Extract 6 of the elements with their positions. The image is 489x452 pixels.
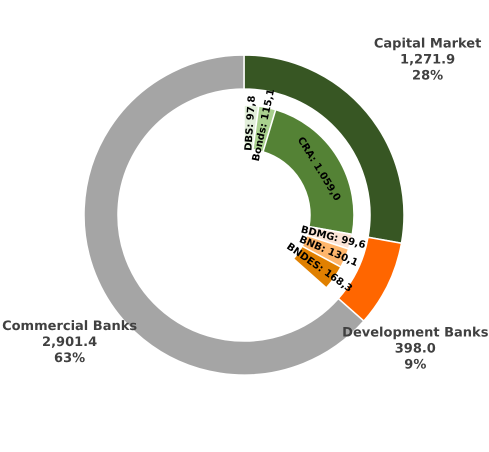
- data-label: 1,271.9 28%: [400, 52, 456, 84]
- data-label: 398.0 9%: [394, 342, 436, 373]
- data-label: 2,901.4 63%: [42, 335, 98, 366]
- slice-label: Development Banks: [342, 326, 489, 341]
- slice-label: Capital Market: [374, 36, 482, 52]
- slice-label: Commercial Banks: [2, 319, 138, 334]
